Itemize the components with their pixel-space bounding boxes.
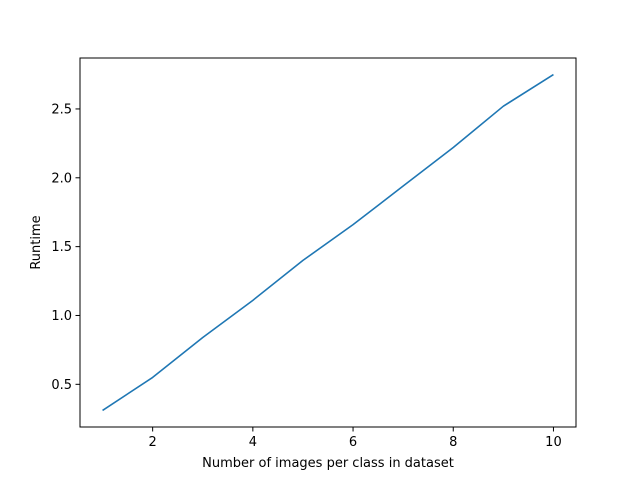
x-tick-label: 10 bbox=[545, 435, 562, 450]
x-tick-label: 4 bbox=[249, 435, 257, 450]
y-axis: 0.5 1.0 1.5 2.0 2.5 bbox=[51, 102, 80, 393]
x-tick-label: 8 bbox=[449, 435, 457, 450]
y-axis-label: Runtime bbox=[29, 215, 44, 269]
plot-frame bbox=[79, 57, 577, 428]
x-tick-label: 6 bbox=[349, 435, 357, 450]
x-axis-label: Number of images per class in dataset bbox=[202, 456, 454, 471]
y-tick-label: 1.5 bbox=[51, 240, 72, 255]
y-tick-label: 1.0 bbox=[51, 309, 72, 324]
y-tick-label: 2.0 bbox=[51, 171, 72, 186]
plot-area bbox=[102, 73, 554, 412]
y-tick-label: 2.5 bbox=[51, 102, 72, 117]
y-tick-label: 0.5 bbox=[51, 378, 72, 393]
x-tick-label: 2 bbox=[149, 435, 157, 450]
x-axis: 2 4 6 8 10 bbox=[149, 427, 562, 450]
series-line-0 bbox=[102, 73, 554, 412]
